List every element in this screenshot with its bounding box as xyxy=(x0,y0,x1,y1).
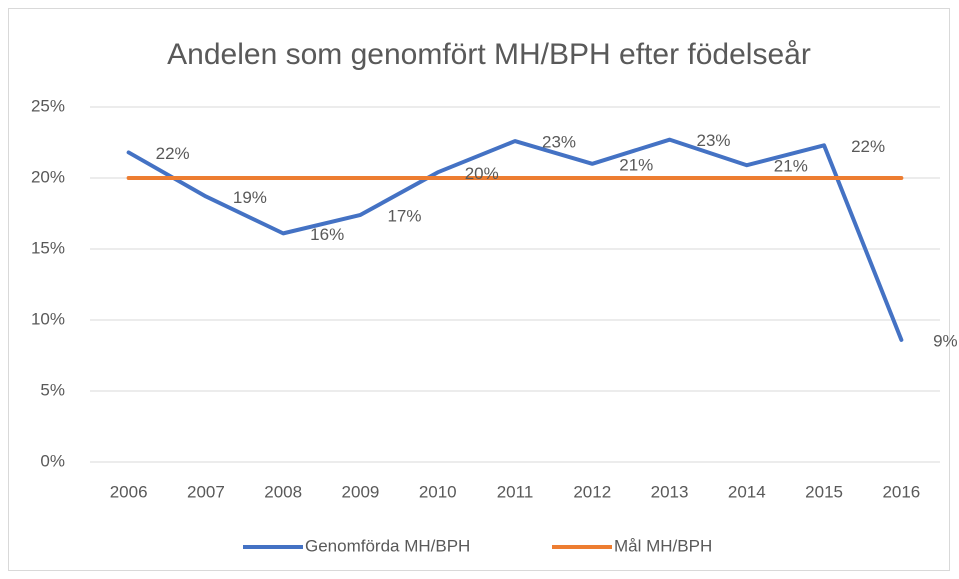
x-tick-label: 2009 xyxy=(342,482,380,501)
y-tick-label: 5% xyxy=(40,380,65,399)
chart-title: Andelen som genomfört MH/BPH efter födel… xyxy=(167,38,811,71)
x-tick-label: 2015 xyxy=(805,482,843,501)
y-tick-label: 20% xyxy=(31,167,65,186)
legend-label: Mål MH/BPH xyxy=(614,536,712,555)
x-tick-label: 2016 xyxy=(882,482,920,501)
x-tick-label: 2014 xyxy=(728,482,766,501)
data-label: 22% xyxy=(851,137,885,156)
y-tick-label: 0% xyxy=(40,451,65,470)
data-label: 21% xyxy=(619,155,653,174)
x-tick-label: 2010 xyxy=(419,482,457,501)
data-label: 9% xyxy=(933,331,958,350)
data-label: 19% xyxy=(233,188,267,207)
x-tick-label: 2006 xyxy=(110,482,148,501)
y-tick-label: 15% xyxy=(31,238,65,257)
data-label: 16% xyxy=(310,225,344,244)
x-tick-label: 2008 xyxy=(264,482,302,501)
data-label: 23% xyxy=(542,133,576,152)
legend-label: Genomförda MH/BPH xyxy=(305,536,470,555)
data-label: 17% xyxy=(387,206,421,225)
y-tick-label: 25% xyxy=(31,96,65,115)
chart-frame xyxy=(8,8,950,571)
x-tick-label: 2012 xyxy=(573,482,611,501)
data-label: 22% xyxy=(156,144,190,163)
y-tick-label: 10% xyxy=(31,309,65,328)
x-tick-label: 2007 xyxy=(187,482,225,501)
series-line xyxy=(126,137,904,342)
x-tick-label: 2011 xyxy=(497,482,534,501)
data-label: 23% xyxy=(697,131,731,150)
data-label: 21% xyxy=(774,157,808,176)
x-tick-label: 2013 xyxy=(651,482,689,501)
data-label: 20% xyxy=(465,164,499,183)
